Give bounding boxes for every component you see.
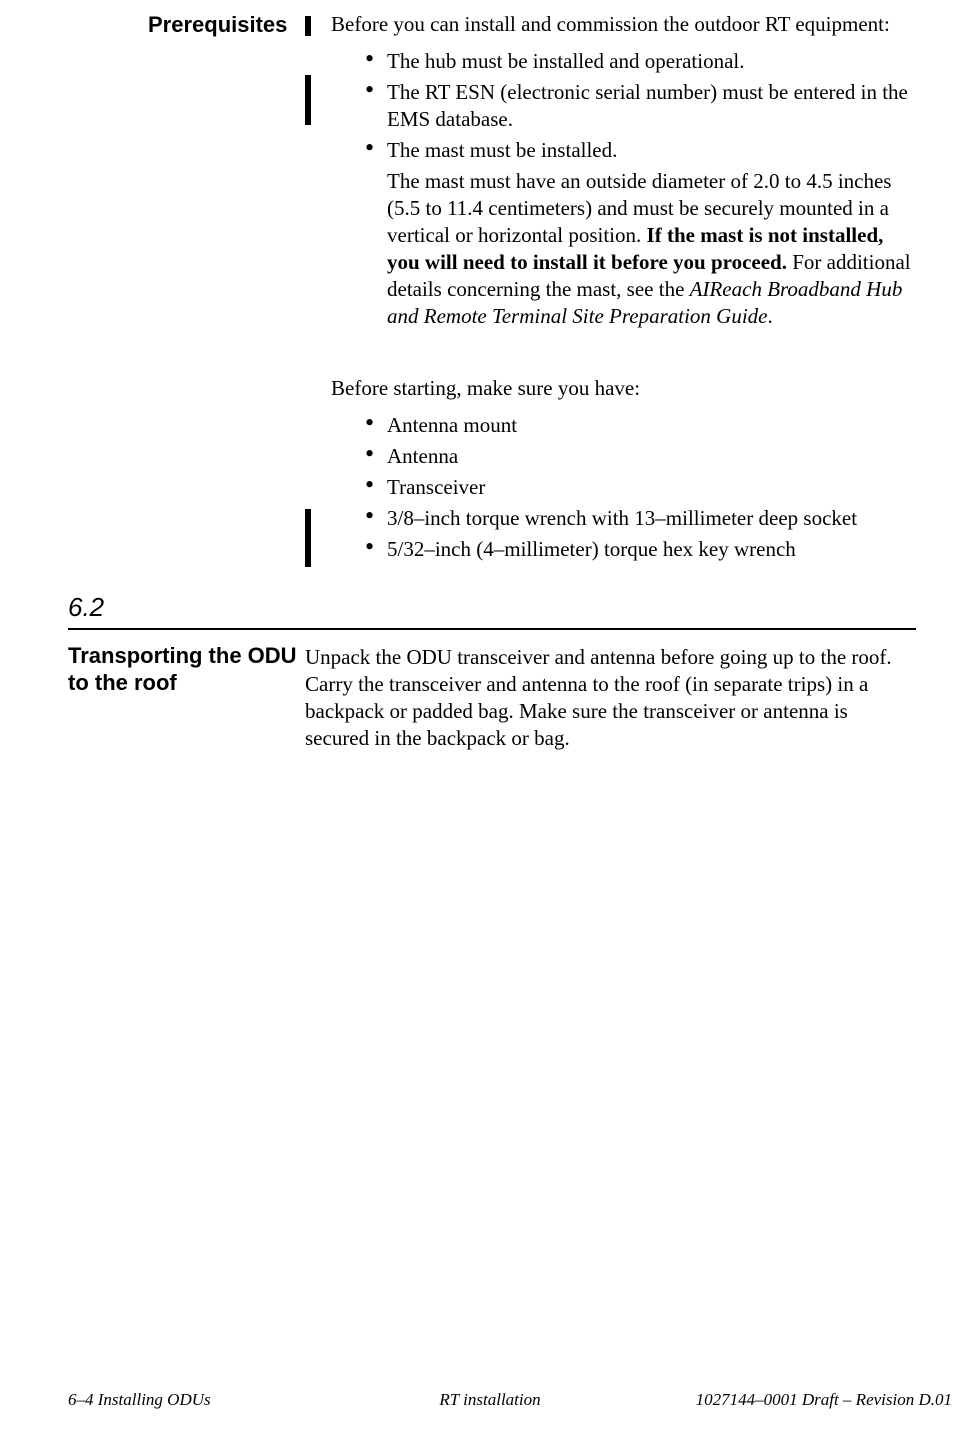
section-body: Unpack the ODU transceiver and antenna b… bbox=[305, 644, 905, 752]
tools-list: • Antenna mount • Antenna • Transceiver … bbox=[365, 412, 915, 567]
section-number: 6.2 bbox=[68, 592, 104, 623]
list-item-text: Antenna bbox=[387, 443, 458, 470]
bullet-icon: • bbox=[365, 79, 387, 133]
prerequisites-heading: Prerequisites bbox=[148, 12, 287, 38]
list-item: • 3/8–inch torque wrench with 13–millime… bbox=[365, 505, 915, 532]
page-content: Prerequisites Before you can install and… bbox=[0, 0, 980, 1430]
list-item: • The mast must be installed. bbox=[365, 137, 915, 164]
list-item: • 5/32–inch (4–millimeter) torque hex ke… bbox=[365, 536, 915, 563]
change-bar-icon bbox=[305, 75, 311, 125]
bullet-icon: • bbox=[365, 443, 387, 470]
list-item-text: 3/8–inch torque wrench with 13–millimete… bbox=[387, 505, 857, 532]
list-item: • Antenna mount bbox=[365, 412, 915, 439]
change-bar-icon bbox=[305, 16, 311, 36]
list-item-text: 5/32–inch (4–millimeter) torque hex key … bbox=[387, 536, 796, 563]
list-item: • The hub must be installed and operatio… bbox=[365, 48, 915, 75]
prerequisites-intro: Before you can install and commission th… bbox=[331, 12, 931, 37]
section-heading: Transporting the ODU to the roof bbox=[68, 642, 298, 696]
bullet-icon: • bbox=[365, 474, 387, 501]
bullet-icon: • bbox=[365, 536, 387, 563]
before-starting-text: Before starting, make sure you have: bbox=[331, 376, 640, 401]
footer-right: 1027144–0001 Draft – Revision D.01 bbox=[696, 1390, 952, 1410]
change-bar-icon bbox=[305, 509, 311, 567]
list-item-text: The hub must be installed and operationa… bbox=[387, 48, 745, 75]
list-item-text: The mast must be installed. bbox=[387, 137, 617, 164]
horizontal-rule bbox=[68, 628, 916, 630]
list-item-text: The RT ESN (electronic serial number) mu… bbox=[387, 79, 915, 133]
bullet-icon: • bbox=[365, 505, 387, 532]
bullet-icon: • bbox=[365, 48, 387, 75]
list-item: • Antenna bbox=[365, 443, 915, 470]
bullet-icon: • bbox=[365, 137, 387, 164]
prerequisites-list: • The hub must be installed and operatio… bbox=[365, 48, 915, 330]
mast-detail-paragraph: The mast must have an outside diameter o… bbox=[387, 168, 915, 330]
list-item: • Transceiver bbox=[365, 474, 915, 501]
list-item-text: Antenna mount bbox=[387, 412, 517, 439]
list-item-text: Transceiver bbox=[387, 474, 485, 501]
list-item: • The RT ESN (electronic serial number) … bbox=[365, 79, 915, 133]
mast-detail-text-3: . bbox=[768, 304, 773, 328]
bullet-icon: • bbox=[365, 412, 387, 439]
